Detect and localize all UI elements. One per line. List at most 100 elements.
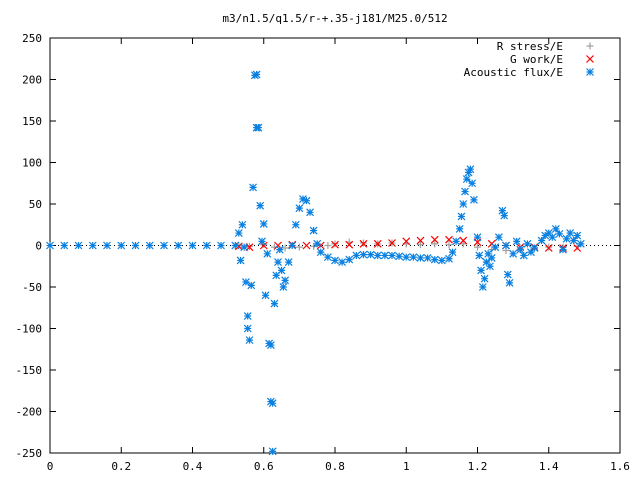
data-point <box>240 243 249 252</box>
legend-label: G work/E <box>510 53 563 66</box>
data-point <box>516 245 525 254</box>
data-point <box>448 248 457 257</box>
data-point <box>299 195 307 203</box>
x-tick-label: 1 <box>403 460 410 473</box>
y-tick-label: 150 <box>22 115 42 128</box>
data-point <box>569 236 578 245</box>
data-point <box>274 258 282 267</box>
data-point <box>131 241 140 250</box>
data-point <box>487 254 496 262</box>
x-tick-label: 1.2 <box>468 460 488 473</box>
data-point <box>291 220 300 229</box>
data-point <box>473 233 482 242</box>
y-tick-label: 200 <box>22 74 42 87</box>
data-point <box>254 123 263 132</box>
data-point <box>478 283 487 291</box>
data-point <box>548 233 557 242</box>
data-point <box>402 237 411 246</box>
x-tick-label: 0.6 <box>254 460 274 473</box>
x-tick-label: 0.4 <box>183 460 203 473</box>
y-tick-label: -150 <box>16 364 43 377</box>
data-point <box>243 312 252 320</box>
data-point <box>288 241 297 250</box>
data-point <box>236 256 245 265</box>
data-point <box>498 206 507 215</box>
data-point <box>423 254 432 262</box>
data-point <box>388 239 396 247</box>
data-point <box>566 229 575 237</box>
data-point <box>468 179 477 188</box>
x-tick-label: 0 <box>47 460 54 473</box>
data-point <box>402 253 411 262</box>
data-point <box>247 281 256 290</box>
data-point <box>380 251 389 260</box>
data-point <box>373 239 382 248</box>
data-point <box>263 249 272 258</box>
data-point <box>281 244 289 252</box>
data-point <box>457 212 466 221</box>
data-point <box>270 299 279 308</box>
data-point <box>242 278 250 286</box>
data-point <box>480 274 489 283</box>
data-point <box>509 249 518 258</box>
data-point <box>530 244 539 252</box>
y-tick-label: 0 <box>35 240 42 253</box>
axes: 0 0.2 0.4 0.6 0.8 1 1.2 1.4 1.6 -250 -200 -150 -100 -… <box>16 32 630 473</box>
data-point <box>256 201 265 210</box>
data-point <box>466 165 475 174</box>
data-point <box>459 236 468 245</box>
data-point <box>268 399 277 408</box>
data-point <box>494 233 503 242</box>
data-point <box>266 341 275 350</box>
data-point <box>331 240 339 249</box>
data-point <box>484 249 493 258</box>
data-point <box>562 234 571 243</box>
data-point <box>431 240 439 248</box>
data-point <box>309 226 318 235</box>
data-point <box>245 336 254 345</box>
data-point <box>302 241 311 250</box>
data-point <box>512 237 521 246</box>
data-point <box>573 231 582 240</box>
data-point <box>261 291 270 300</box>
data-marks <box>46 70 585 456</box>
data-point <box>452 237 461 246</box>
y-tick-label: 250 <box>22 32 42 45</box>
data-point <box>416 236 425 245</box>
data-point <box>417 241 424 249</box>
y-tick-label: 100 <box>22 157 42 170</box>
data-point <box>500 211 509 220</box>
data-point <box>555 229 564 238</box>
data-point <box>445 254 453 263</box>
data-point <box>523 239 532 248</box>
data-point <box>502 241 510 250</box>
data-point <box>279 283 288 291</box>
data-point <box>202 241 211 250</box>
data-point <box>544 244 553 252</box>
data-point <box>475 251 484 260</box>
data-point <box>559 245 567 254</box>
data-point <box>338 258 347 267</box>
data-point <box>313 239 322 248</box>
data-point <box>217 241 225 250</box>
data-point <box>503 270 512 279</box>
data-point <box>541 231 550 240</box>
x-tick-label: 0.2 <box>111 460 131 473</box>
data-point <box>272 271 281 280</box>
data-point <box>491 243 500 252</box>
data-point <box>60 241 69 250</box>
legend-marker <box>586 42 594 50</box>
data-point <box>486 262 494 271</box>
data-point <box>331 256 339 265</box>
data-point <box>551 224 560 233</box>
data-point <box>316 248 325 257</box>
data-point <box>576 239 585 248</box>
data-point <box>437 256 446 265</box>
data-point <box>259 219 268 228</box>
legend-marker <box>586 68 594 76</box>
data-point <box>88 241 97 250</box>
data-point <box>306 208 314 217</box>
data-point <box>345 255 354 264</box>
